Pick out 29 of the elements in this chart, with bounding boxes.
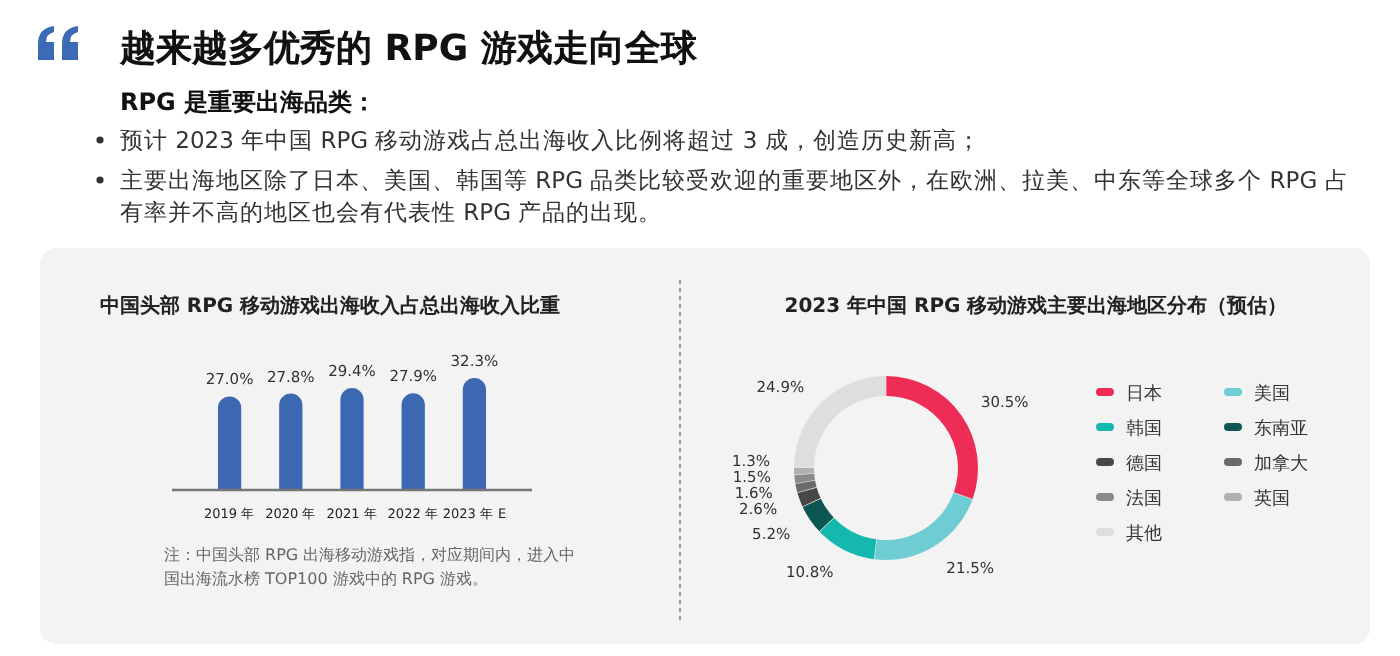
donut-slice [795,480,817,493]
bar [279,393,303,490]
donut-slice [794,467,815,475]
text: 越来越多优秀的 RPG 游戏走向全球 [118,28,699,70]
legend-label: 德国 [1126,453,1162,475]
legend-label: 其他 [1126,523,1162,545]
donut-slice [802,498,834,532]
donut-slice [797,487,821,507]
bar [217,396,242,490]
chart-title: 2023 年中国 RPG 移动游戏主要出海地区分布（预估） [784,294,1288,318]
chart-title: 中国头部 RPG 移动游戏出海收入占总出海收入比重 [99,294,561,318]
text: 主要出海地区除了日本、美国、韩国等 RPG 品类比较受欢迎的重要地区外，在欧洲、拉美、中东等全球多个 RPG 占有率并不高的地区也会有代表性 RPG 产品的出现。 [120,166,1349,226]
text: 预计 2023 年中国 RPG 移动游戏占总出海收入比例将超过 3 成，创造历史新高； [120,126,981,154]
donut-slice [819,517,877,560]
donut-slice [794,473,816,484]
donut-slice [886,376,978,500]
legend-label: 日本 [1126,383,1162,405]
legend-label: 法国 [1126,488,1162,510]
legend-label: 美国 [1254,383,1290,405]
legend-label: 英国 [1254,488,1290,510]
bar [401,393,425,490]
text: RPG 是重要出海品类： [120,88,377,116]
text: 注：中国头部 RPG 出海移动游戏指，对应期间内，进入中国出海流水榜 TOP100 游戏中的 RPG 游戏。 [164,546,576,588]
legend-label: 加拿大 [1254,453,1308,475]
legend-label: 韩国 [1126,418,1162,440]
donut-slice [874,492,973,560]
bar [340,388,364,490]
bar [462,378,487,490]
legend-label: 东南亚 [1254,418,1308,440]
